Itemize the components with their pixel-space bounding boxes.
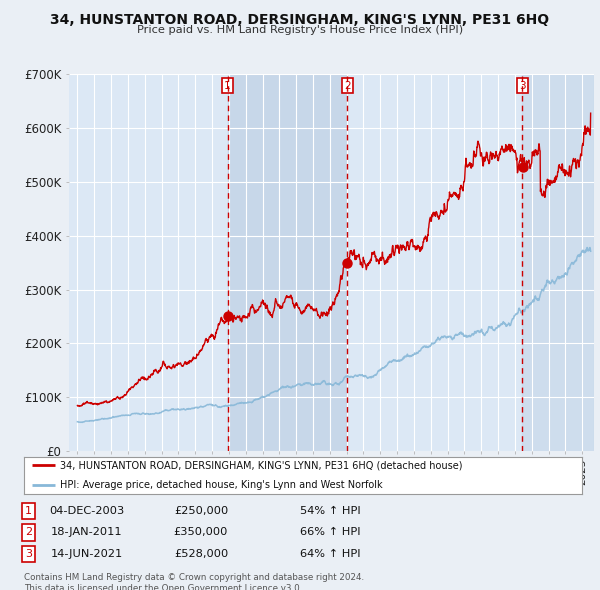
Text: 2: 2 <box>344 81 351 90</box>
Text: 64% ↑ HPI: 64% ↑ HPI <box>300 549 361 559</box>
Text: £250,000: £250,000 <box>174 506 228 516</box>
Text: Price paid vs. HM Land Registry's House Price Index (HPI): Price paid vs. HM Land Registry's House … <box>137 25 463 35</box>
Text: 04-DEC-2003: 04-DEC-2003 <box>49 506 125 516</box>
Text: 3: 3 <box>519 81 526 90</box>
Bar <box>227 74 347 451</box>
Bar <box>523 74 594 451</box>
Text: This data is licensed under the Open Government Licence v3.0.: This data is licensed under the Open Gov… <box>24 584 302 590</box>
Text: HPI: Average price, detached house, King's Lynn and West Norfolk: HPI: Average price, detached house, King… <box>60 480 383 490</box>
Text: 1: 1 <box>224 81 231 90</box>
Text: £350,000: £350,000 <box>174 527 228 537</box>
Text: 34, HUNSTANTON ROAD, DERSINGHAM, KING'S LYNN, PE31 6HQ (detached house): 34, HUNSTANTON ROAD, DERSINGHAM, KING'S … <box>60 461 463 471</box>
Text: 34, HUNSTANTON ROAD, DERSINGHAM, KING'S LYNN, PE31 6HQ: 34, HUNSTANTON ROAD, DERSINGHAM, KING'S … <box>50 13 550 27</box>
Text: 18-JAN-2011: 18-JAN-2011 <box>51 527 123 537</box>
Text: 3: 3 <box>25 549 32 559</box>
Text: 14-JUN-2021: 14-JUN-2021 <box>51 549 123 559</box>
Text: 66% ↑ HPI: 66% ↑ HPI <box>300 527 361 537</box>
Text: Contains HM Land Registry data © Crown copyright and database right 2024.: Contains HM Land Registry data © Crown c… <box>24 573 364 582</box>
Text: 54% ↑ HPI: 54% ↑ HPI <box>300 506 361 516</box>
Text: £528,000: £528,000 <box>174 549 228 559</box>
Text: 1: 1 <box>25 506 32 516</box>
Text: 2: 2 <box>25 527 32 537</box>
